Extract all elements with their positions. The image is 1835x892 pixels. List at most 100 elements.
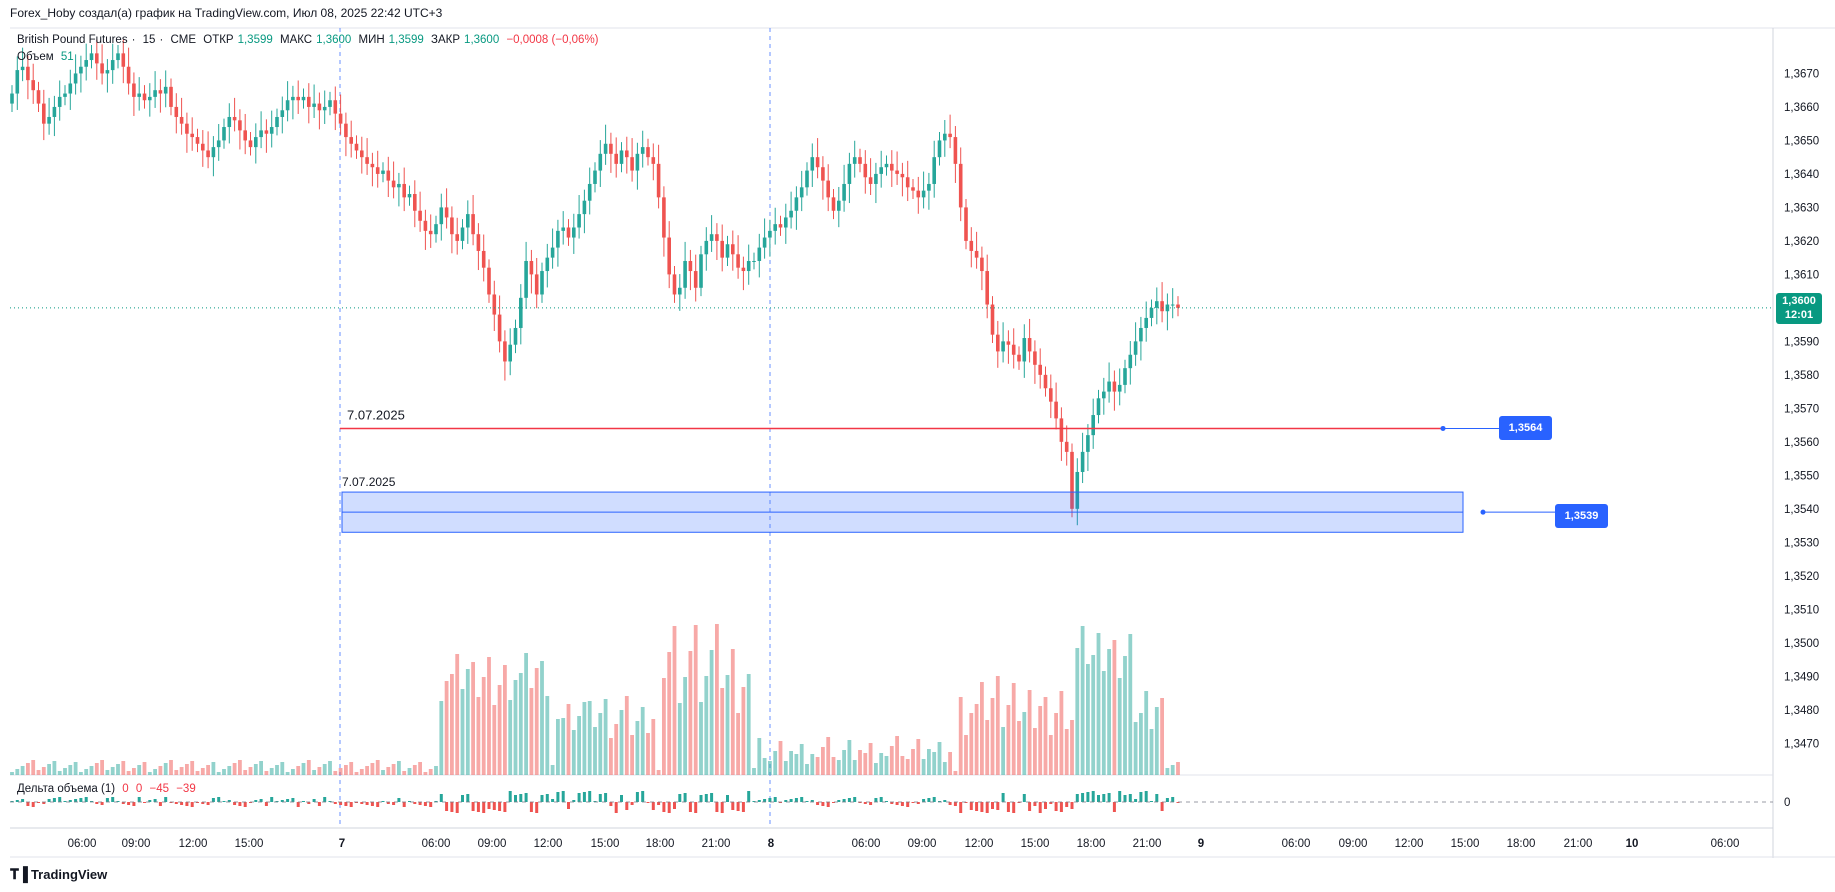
candle-body <box>153 90 157 97</box>
candle-body <box>699 254 703 288</box>
candle-body <box>715 234 719 241</box>
delta-bar <box>1176 802 1180 803</box>
chart-attribution: Forex_Hoby создал(а) график на TradingVi… <box>10 6 443 20</box>
volume-bar <box>312 770 316 775</box>
candle-body <box>1064 441 1069 452</box>
delta-bar <box>164 797 168 802</box>
volume-bar <box>1154 707 1159 775</box>
volume-bar <box>847 740 852 775</box>
delta-bar <box>1033 802 1037 806</box>
delta-bar <box>1165 798 1169 802</box>
candle-body <box>683 260 687 288</box>
volume-bar <box>185 764 189 775</box>
volume-bar <box>132 768 136 775</box>
volume-bar <box>269 768 274 775</box>
level-line-price-tag[interactable]: 1,3564 <box>1499 416 1552 440</box>
candle-body <box>381 170 385 174</box>
candle-body <box>1033 351 1037 365</box>
candle-body <box>799 187 804 198</box>
candle-body <box>89 53 94 61</box>
volume-bar <box>518 673 523 775</box>
delta-bar <box>174 802 178 804</box>
volume-bar <box>815 757 820 775</box>
volume-bar <box>73 762 78 775</box>
delta-bar <box>450 802 454 812</box>
delta-bar <box>42 802 46 804</box>
volume-bar <box>932 752 937 775</box>
candle-body <box>678 287 682 295</box>
candle-body <box>195 137 200 144</box>
delta-bar <box>1107 793 1111 802</box>
tradingview-brand: TradingView <box>30 867 108 882</box>
delta-bar <box>763 799 767 802</box>
volume-bar <box>497 685 502 775</box>
volume-bar <box>248 767 253 775</box>
volume-bar <box>985 720 990 775</box>
candle-body <box>921 190 926 198</box>
volume-bar <box>137 765 142 775</box>
volume-label[interactable]: Объем <box>17 51 54 63</box>
delta-bar <box>741 802 745 812</box>
zone-price-tag[interactable]: 1,3539 <box>1555 504 1608 528</box>
candle-body <box>778 224 783 228</box>
delta-bar <box>26 802 30 806</box>
volume-bar <box>603 699 608 775</box>
candle-body <box>248 140 253 148</box>
delta-bar <box>529 802 533 812</box>
legend-high-value: 1,3600 <box>316 34 352 46</box>
symbol-legend[interactable]: British Pound Futures · 15 · CME ОТКР 1,359… <box>17 34 599 46</box>
delta-bar <box>556 792 560 802</box>
candle-body <box>1117 384 1122 392</box>
candle-body <box>455 234 459 241</box>
volume-legend[interactable]: Объем 51 <box>17 51 78 63</box>
volume-bar <box>126 771 131 775</box>
delta-bar <box>726 795 729 802</box>
delta-bar <box>1044 802 1047 809</box>
candle-body <box>1086 435 1090 452</box>
candle-body <box>163 86 168 94</box>
volume-bar <box>577 716 581 775</box>
volume-bar <box>587 701 592 775</box>
candle-body <box>736 254 740 268</box>
volume-bar <box>778 741 783 775</box>
delta-bar <box>116 801 120 802</box>
candle-body <box>269 127 274 134</box>
candle-body <box>15 70 20 94</box>
volume-bar <box>253 764 258 775</box>
volume-bar <box>1096 633 1101 775</box>
price-tick: 1,3610 <box>1784 269 1819 281</box>
volume-bar <box>884 756 889 775</box>
candle-body <box>1144 317 1148 328</box>
volume-bar <box>773 751 778 775</box>
volume-bar <box>810 754 815 775</box>
delta-bar <box>1091 791 1095 802</box>
volume-bar <box>508 700 513 775</box>
delta-bar <box>386 802 390 804</box>
candle-body <box>821 167 825 181</box>
volume-bar <box>487 657 491 775</box>
delta-bar <box>402 802 406 807</box>
volume-bar <box>471 662 475 775</box>
candle-body <box>434 224 438 235</box>
tradingview-logo[interactable]: 𝐓▐ TradingView <box>10 866 107 883</box>
candle-body <box>1091 415 1095 436</box>
delta-legend[interactable]: Дельта объема (1) 0 0 −45 −39 <box>17 783 200 795</box>
volume-bar <box>630 735 634 775</box>
volume-bar <box>794 754 799 775</box>
delta-bar <box>747 791 751 802</box>
candle-body <box>1107 381 1111 392</box>
volume-bar <box>1165 768 1170 775</box>
delta-bar <box>826 802 830 807</box>
delta-bar <box>1123 795 1127 802</box>
candle-body <box>1096 398 1101 416</box>
delta-label[interactable]: Дельта объема (1) <box>17 783 116 795</box>
volume-bar <box>503 665 507 775</box>
delta-bar <box>206 802 210 805</box>
candle-body <box>31 80 35 91</box>
volume-bar <box>1133 722 1138 775</box>
time-tick: 15:00 <box>591 838 620 850</box>
candle-body <box>386 170 391 181</box>
legend-symbol-name[interactable]: British Pound Futures <box>17 34 128 46</box>
volume-bar <box>889 746 894 775</box>
